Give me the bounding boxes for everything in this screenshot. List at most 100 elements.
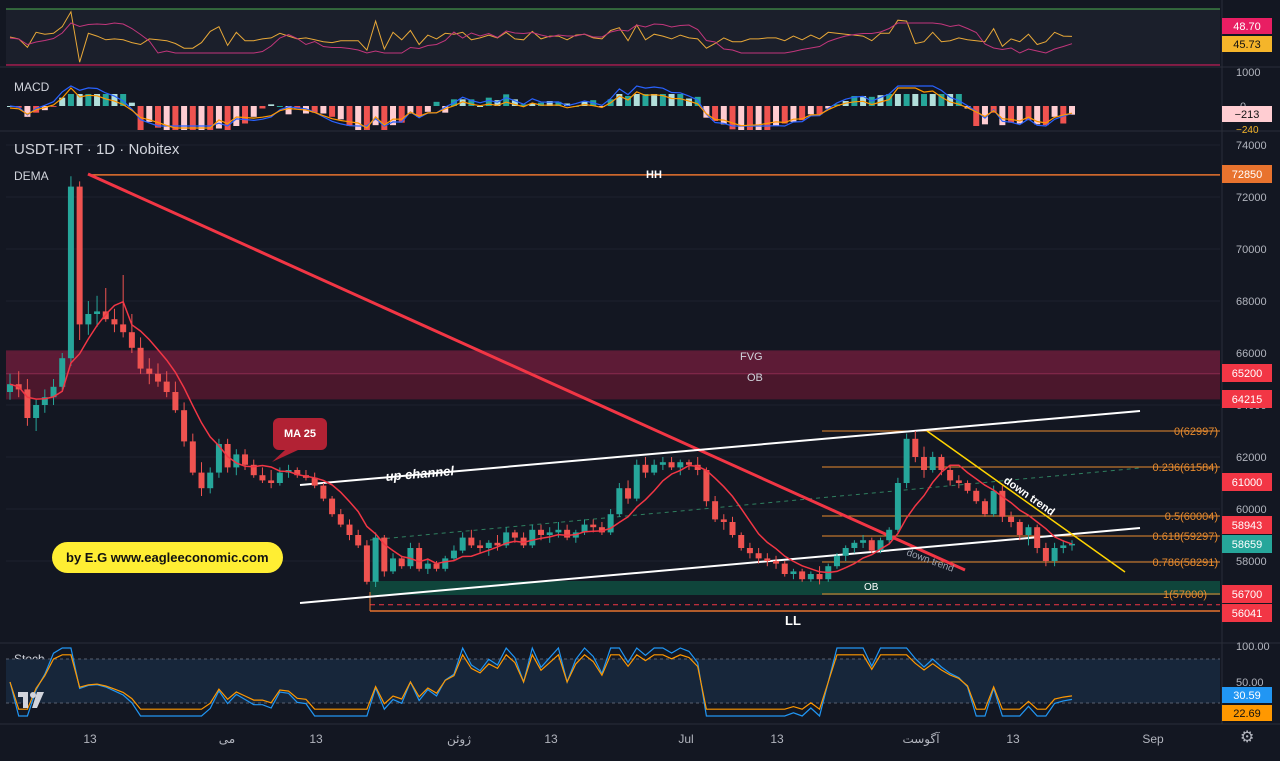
macd-histogram-bar: [433, 101, 440, 106]
macd-histogram-bar: [999, 106, 1006, 126]
candle-body: [1025, 527, 1032, 535]
candle-body: [659, 462, 666, 465]
macd-histogram-bar: [285, 106, 292, 115]
macd-histogram-bar: [311, 106, 318, 113]
candle-body: [868, 540, 875, 551]
candle-body: [799, 571, 806, 580]
macd-histogram-bar: [555, 101, 562, 106]
candle-body: [163, 381, 170, 392]
candle-body: [372, 537, 379, 582]
candle-body: [33, 405, 40, 418]
candle-body: [538, 529, 544, 535]
candle-body: [242, 454, 249, 465]
candle-body: [1051, 548, 1058, 561]
macd-histogram-bar: [546, 101, 553, 106]
macd-histogram-bar: [1016, 106, 1023, 124]
macd-histogram-bar: [720, 106, 727, 125]
price-badge: [1222, 473, 1272, 491]
candle-body: [973, 490, 980, 502]
candle-body: [1060, 545, 1067, 548]
macd-histogram-bar: [398, 106, 405, 123]
candle-body: [111, 319, 118, 325]
stoch-tick-label: 50.00: [1236, 677, 1264, 689]
macd-histogram-bar: [407, 106, 414, 114]
macd-histogram-bar: [877, 95, 884, 106]
price-badge: [1222, 165, 1272, 183]
candle-body: [546, 532, 553, 535]
macd-histogram-bar: [268, 104, 275, 106]
candle-body: [346, 524, 353, 535]
candle-body: [7, 384, 13, 392]
macd-histogram-bar: [598, 106, 605, 107]
candle-body: [851, 542, 858, 548]
settings-gear-icon[interactable]: ⚙: [1240, 729, 1255, 746]
ma-callout-pointer: [272, 450, 298, 462]
candle-body: [50, 386, 57, 398]
hh-label: HH: [646, 169, 662, 181]
macd-histogram-bar: [329, 106, 336, 117]
macd-histogram-bar: [424, 106, 431, 112]
candle-body: [24, 389, 31, 418]
macd-histogram-bar: [947, 94, 954, 106]
macd-histogram-bar: [668, 94, 675, 106]
candle-body: [929, 457, 936, 470]
macd-histogram-bar: [1051, 106, 1058, 117]
macd-histogram-bar: [712, 106, 719, 121]
price-tick-label: 74000: [1236, 140, 1267, 152]
price-badge: [1222, 364, 1272, 382]
macd-histogram-bar: [616, 94, 623, 106]
candle-body: [729, 522, 736, 535]
macd-histogram-bar: [128, 102, 135, 106]
macd-histogram-bar: [816, 106, 823, 115]
macd-histogram-bar: [981, 106, 988, 125]
candle-body: [903, 438, 910, 483]
macd-histogram-bar: [503, 94, 510, 106]
price-badge-label: 56700: [1232, 589, 1263, 601]
candle-body: [999, 490, 1006, 517]
fib-level-label: 1(57000): [1163, 589, 1207, 601]
macd-histogram-bar: [172, 106, 179, 130]
macd-histogram-bar: [294, 106, 301, 109]
fvg-label: FVG: [740, 351, 763, 363]
time-axis-label: ژوئن: [447, 732, 471, 747]
candle-body: [311, 477, 318, 486]
price-badge-label: 61000: [1232, 477, 1263, 489]
macd-histogram-bar: [633, 94, 640, 106]
candle-body: [94, 311, 101, 314]
candle-body: [625, 488, 632, 499]
stoch-d-badge: [1222, 705, 1272, 721]
candle-body: [207, 472, 214, 489]
candle-body: [294, 470, 301, 476]
price-badge-label: 72850: [1232, 169, 1263, 181]
time-axis-label: 13: [770, 732, 784, 746]
macd-histogram-bar: [729, 106, 736, 130]
candle-body: [564, 529, 571, 538]
macd-histogram-bar: [215, 106, 222, 129]
macd-histogram-bar: [538, 102, 544, 106]
macd-histogram-bar: [372, 106, 379, 126]
price-badge: [1222, 585, 1272, 603]
macd-histogram-bar: [659, 94, 666, 106]
candle-body: [964, 483, 971, 491]
macd-histogram-bar: [85, 94, 92, 106]
macd-histogram-bar: [154, 106, 161, 128]
fib-level-label: 0.786(58291): [1153, 557, 1218, 569]
time-axis-label: 13: [544, 732, 558, 746]
macd-histogram-bar: [24, 106, 31, 117]
price-tick-label: 72000: [1236, 192, 1267, 204]
candle-body: [816, 574, 823, 580]
candle-body: [189, 441, 196, 473]
candle-body: [146, 368, 153, 374]
candle-body: [398, 558, 405, 567]
macd-histogram-bar: [564, 103, 571, 106]
channel-midline: [369, 467, 1141, 541]
price-tick-label: 66000: [1236, 348, 1267, 360]
macd-histogram-bar: [520, 104, 527, 106]
tradingview-logo-icon[interactable]: [16, 690, 46, 710]
candle-body: [120, 324, 127, 333]
macd-histogram-bar: [494, 100, 501, 106]
macd-histogram-bar: [703, 106, 710, 118]
time-axis-label: 13: [83, 732, 97, 746]
